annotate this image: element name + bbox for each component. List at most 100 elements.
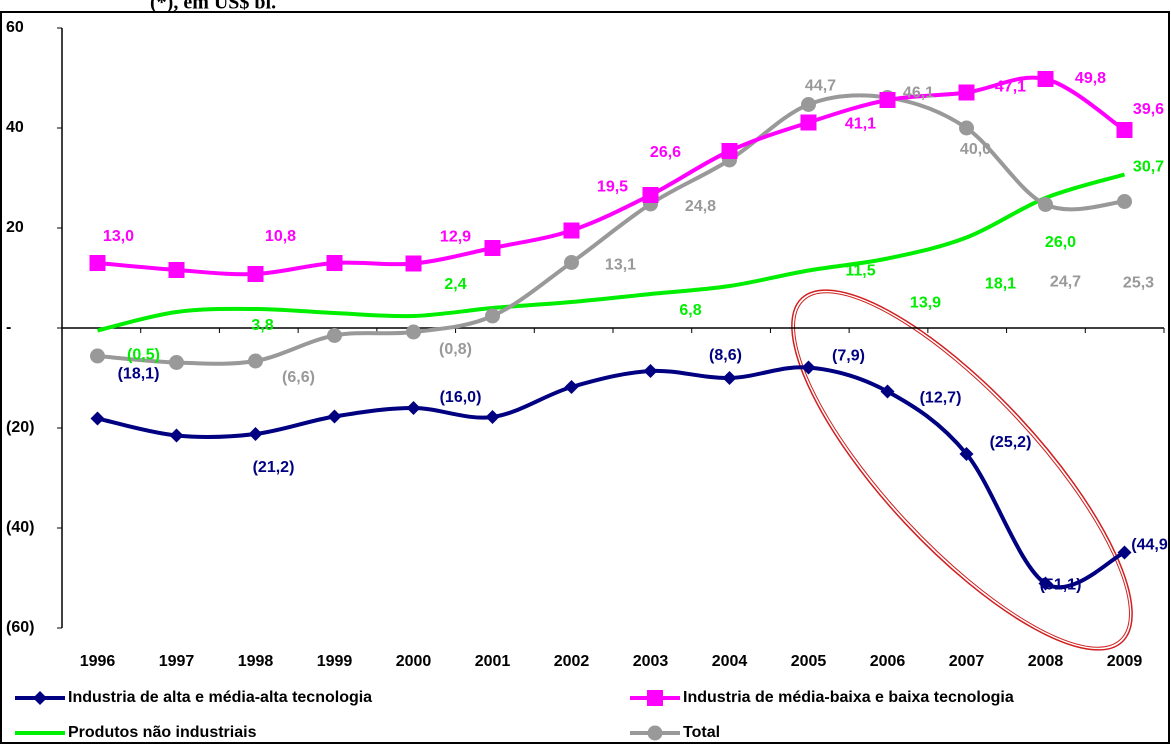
y-tick-label: (20) [6, 419, 34, 436]
x-tick-label: 2008 [1028, 653, 1064, 670]
x-tick-label: 2000 [396, 653, 432, 670]
data-label: 47,1 [995, 79, 1026, 96]
data-label: (12,7) [920, 390, 962, 407]
x-tick-label: 1998 [238, 653, 274, 670]
circle-marker [1117, 194, 1132, 209]
data-label: 30,7 [1133, 159, 1164, 176]
y-tick-label: 60 [6, 19, 24, 36]
diamond-marker [722, 371, 737, 385]
data-label: (0,8) [439, 341, 472, 358]
y-tick-label: (40) [6, 519, 34, 536]
circle-marker [406, 324, 421, 340]
series-line [97, 172, 1126, 333]
square-marker [721, 143, 738, 159]
x-tick-label: 2004 [712, 653, 748, 670]
diamond-marker [90, 411, 105, 426]
x-tick-label: 2002 [554, 653, 590, 670]
x-tick-label: 1999 [317, 653, 353, 670]
square-marker [89, 255, 106, 271]
data-label: 12,9 [440, 229, 471, 246]
data-label: (6,6) [282, 369, 315, 386]
square-marker [1037, 71, 1054, 87]
square-marker [484, 240, 501, 256]
x-tick-label: 2007 [949, 653, 985, 670]
diamond-marker [1117, 545, 1132, 560]
data-label: 39,6 [1133, 101, 1164, 118]
y-tick-label: - [6, 319, 11, 336]
data-label: 26,0 [1045, 234, 1076, 251]
diamond-marker [485, 410, 500, 424]
circle-marker [169, 355, 184, 370]
legend-label: Total [683, 724, 720, 741]
data-label: 19,5 [597, 179, 628, 196]
circle-marker [327, 328, 342, 343]
legend-label: Industria de média-baixa e baixa tecnolo… [683, 689, 1014, 706]
data-label: (7,9) [832, 348, 865, 365]
data-label: (21,2) [253, 459, 295, 476]
diamond-marker [169, 428, 184, 443]
circle-marker [801, 97, 816, 112]
x-tick-label: 2009 [1107, 653, 1143, 670]
diamond-marker [248, 427, 263, 441]
diamond-marker [406, 401, 421, 415]
square-marker [800, 114, 817, 131]
y-tick-label: (60) [6, 619, 34, 636]
chart-title: (*), em US$ bi. [150, 0, 276, 14]
data-label: 13,9 [910, 295, 941, 312]
y-tick-label: 40 [6, 119, 24, 136]
data-label: 13,0 [103, 228, 134, 245]
circle-marker [1038, 197, 1053, 212]
frame [0, 11, 1170, 744]
data-label: 2,4 [444, 276, 466, 293]
x-tick-label: 1997 [159, 653, 195, 670]
diamond-marker [643, 364, 658, 378]
data-label: 6,8 [679, 302, 701, 319]
data-label: 26,6 [650, 144, 681, 161]
data-label: 10,8 [265, 228, 296, 245]
square-marker [247, 266, 264, 282]
x-tick-label: 2005 [791, 653, 827, 670]
data-label: (0,5) [127, 347, 160, 364]
data-label: 41,1 [845, 116, 876, 133]
highlight-ellipse-inner [794, 292, 1130, 648]
data-label: 24,8 [685, 198, 716, 215]
data-label: 11,5 [845, 263, 875, 280]
circle-marker [90, 348, 105, 364]
data-label: 49,8 [1075, 70, 1106, 87]
diamond-marker [327, 409, 342, 424]
circle-marker [647, 725, 663, 741]
data-label: 40,0 [960, 141, 991, 158]
y-tick-label: 20 [6, 219, 24, 236]
data-label: (16,0) [440, 389, 482, 406]
diamond-marker [801, 360, 816, 375]
data-label: 46,1 [903, 85, 934, 102]
circle-marker [485, 308, 500, 324]
data-label: 18,1 [985, 276, 1016, 293]
square-marker [647, 690, 663, 706]
square-marker [326, 255, 343, 271]
data-label: 13,1 [605, 257, 636, 274]
circle-marker [248, 353, 263, 369]
data-label: 44,7 [805, 78, 836, 95]
diamond-marker [959, 447, 974, 461]
diamond-marker [1038, 576, 1053, 591]
data-label: (18,1) [118, 366, 160, 383]
square-marker [563, 222, 580, 239]
data-label: (44,9 [1131, 537, 1168, 554]
diamond-marker [564, 380, 579, 394]
data-label: 25,3 [1123, 275, 1154, 292]
diamond-marker [33, 691, 47, 705]
x-tick-label: 2006 [870, 653, 906, 670]
data-label: 24,7 [1050, 274, 1081, 291]
x-tick-label: 2001 [475, 653, 511, 670]
square-marker [958, 84, 975, 101]
diamond-marker [880, 384, 895, 399]
legend-label: Industria de alta e média-alta tecnologi… [68, 689, 372, 706]
square-marker [405, 255, 422, 272]
square-marker [642, 187, 659, 203]
x-tick-label: 2003 [633, 653, 669, 670]
x-tick-label: 1996 [80, 653, 116, 670]
data-label: (51,1) [1040, 577, 1082, 594]
square-marker [879, 92, 896, 108]
legend-label: Produtos não industriais [68, 724, 257, 741]
